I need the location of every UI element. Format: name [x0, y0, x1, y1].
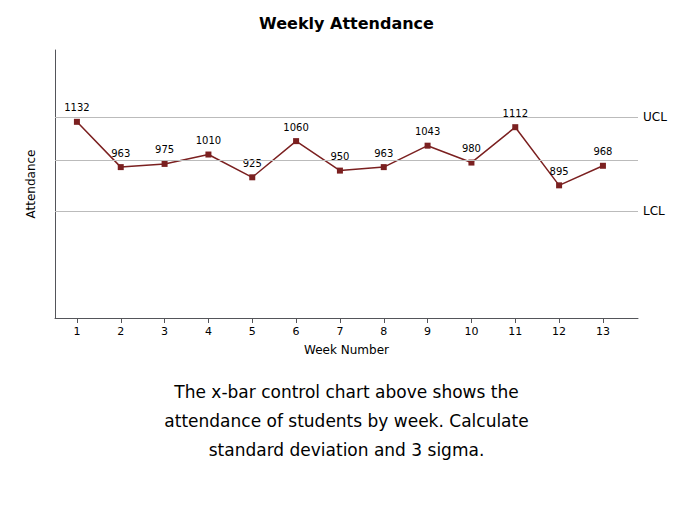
svg-text:6: 6 [293, 325, 300, 338]
svg-text:Week Number: Week Number [304, 343, 389, 357]
svg-text:980: 980 [462, 143, 481, 154]
svg-text:895: 895 [550, 166, 569, 177]
svg-text:950: 950 [330, 151, 350, 163]
svg-text:1060: 1060 [283, 122, 308, 133]
svg-text:attendance of students by week: attendance of students by week. Calculat… [164, 411, 528, 431]
svg-text:standard deviation and 3 sigma: standard deviation and 3 sigma. [209, 440, 485, 460]
svg-text:The x-bar control chart above: The x-bar control chart above shows the [173, 382, 518, 402]
svg-text:1010: 1010 [196, 135, 221, 146]
svg-text:11: 11 [508, 325, 522, 338]
svg-text:2: 2 [117, 325, 124, 338]
svg-text:7: 7 [336, 325, 343, 338]
svg-text:8: 8 [380, 325, 387, 338]
svg-text:1112: 1112 [502, 107, 528, 119]
svg-text:Weekly Attendance: Weekly Attendance [259, 14, 434, 33]
svg-text:12: 12 [552, 325, 566, 338]
svg-text:13: 13 [596, 325, 610, 338]
svg-text:925: 925 [243, 158, 262, 169]
svg-text:1132: 1132 [64, 102, 89, 113]
svg-text:5: 5 [249, 325, 256, 338]
svg-text:963: 963 [374, 148, 393, 159]
svg-text:4: 4 [205, 325, 212, 338]
svg-text:Attendance: Attendance [24, 150, 38, 219]
svg-text:LCL: LCL [643, 204, 665, 218]
svg-text:1: 1 [73, 325, 80, 338]
svg-text:968: 968 [593, 146, 612, 157]
svg-text:10: 10 [464, 325, 478, 338]
svg-text:3: 3 [161, 325, 168, 338]
svg-text:9: 9 [424, 325, 431, 338]
svg-text:975: 975 [155, 144, 174, 155]
svg-text:UCL: UCL [643, 110, 667, 124]
svg-text:963: 963 [111, 148, 130, 159]
svg-text:1043: 1043 [415, 126, 440, 137]
